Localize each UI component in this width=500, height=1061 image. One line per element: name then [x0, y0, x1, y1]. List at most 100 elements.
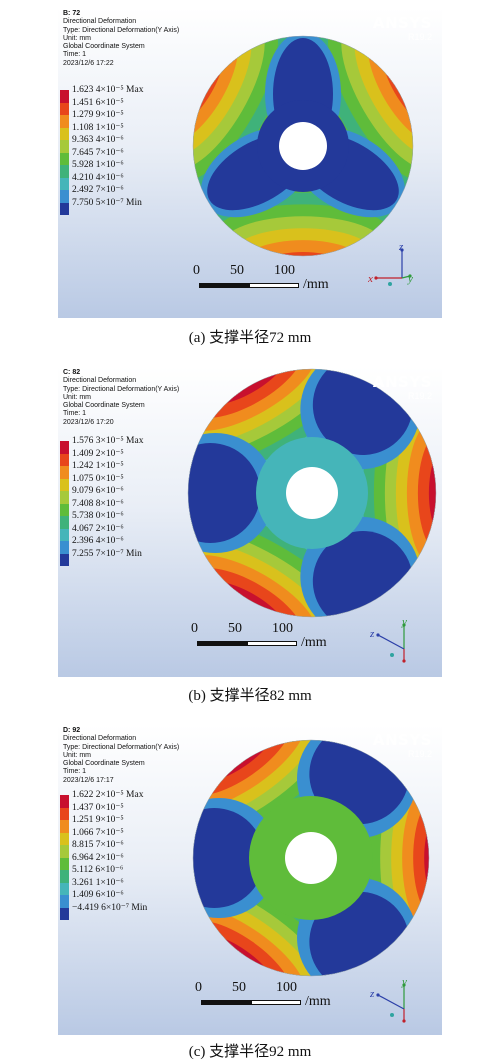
scale-bar-white: [247, 641, 297, 646]
y-axis-label: y: [407, 273, 413, 285]
legend-color-swatch: [60, 857, 69, 870]
legend-color-swatch: [60, 491, 69, 504]
y-axis-label: y: [401, 616, 407, 628]
legend-value-label: 7.750 5×10⁻⁷ Min: [72, 197, 142, 208]
center-hole: [286, 467, 338, 519]
legend-value-label: 1.622 2×10⁻⁵ Max: [72, 790, 144, 800]
contour-band: [424, 806, 429, 910]
x-axis-label: x: [400, 662, 406, 665]
scale-unit: /mm: [305, 994, 331, 1009]
legend-value-label: 4.067 2×10⁻⁶: [72, 523, 124, 534]
legend-value-label: 5.928 1×10⁻⁶: [72, 160, 124, 170]
scale-bar-white: [251, 1000, 301, 1005]
result-subtype: Type: Directional Deformation(Y Axis): [63, 26, 180, 34]
legend-value-label: 1.075 0×10⁻⁵: [72, 473, 124, 484]
scale-bar: 0 50 100/mm: [184, 621, 384, 661]
legend-color-swatch: [60, 102, 69, 115]
y-axis-label: y: [401, 976, 407, 988]
scale-unit: /mm: [301, 635, 327, 650]
legend-value-label: 1.251 9×10⁻⁵: [72, 815, 124, 825]
result-type: Directional Deformation: [63, 735, 137, 743]
scale-bar-black: [201, 1000, 251, 1005]
scale-bar-black: [197, 641, 247, 646]
legend-color-swatch: [60, 503, 69, 516]
scale-bar-white: [249, 283, 299, 288]
legend-value-label: 2.492 7×10⁻⁶: [72, 185, 124, 195]
result-type: Directional Deformation: [63, 18, 137, 26]
contour-band: [230, 228, 376, 256]
legend-color-swatch: [60, 441, 69, 454]
legend-value-label: 1.279 9×10⁻⁵: [72, 110, 124, 120]
result-unit: Unit: mm: [63, 34, 91, 42]
contour-band: [428, 441, 436, 545]
triad-origin-dot: [390, 1013, 394, 1017]
axis-triad-icon: y z x: [369, 975, 420, 1034]
legend-color-swatch: [60, 882, 69, 895]
legend-color-swatch: [60, 870, 69, 883]
legend-value-label: 1.623 4×10⁻⁵ Max: [72, 85, 144, 95]
legend-color-swatch: [60, 140, 69, 153]
center-hole: [285, 832, 337, 884]
legend-value-label: 7.645 7×10⁻⁶: [72, 147, 124, 158]
scale-tick-label: 100: [274, 263, 295, 278]
scale-bar: 0 50 100/mm: [188, 980, 388, 1020]
brand-version: R19.2: [407, 749, 432, 759]
scale-tick-label: 0: [193, 263, 200, 278]
scale-tick-label: 100: [272, 621, 293, 636]
contour-band: [402, 784, 429, 932]
scale-bar-black: [199, 283, 249, 288]
contour-band: [188, 443, 261, 543]
legend-value-label: 1.409 6×10⁻⁶: [72, 890, 124, 900]
result-panel-b: C: 82 Directional Deformation Type: Dire…: [58, 367, 442, 677]
result-label: B: 72: [63, 10, 81, 17]
result-subtype: Type: Directional Deformation(Y Axis): [63, 385, 180, 393]
deformation-contour-plot: [187, 368, 437, 618]
brand-name: ANSYS: [372, 14, 432, 32]
legend-value-label: 7.255 7×10⁻⁷ Min: [72, 548, 142, 559]
result-label: D: 92: [63, 727, 81, 734]
legend-value-label: 1.437 0×10⁻⁵: [72, 802, 124, 813]
result-unit: Unit: mm: [63, 393, 91, 401]
result-panel-c: D: 92 Directional Deformation Type: Dire…: [58, 725, 442, 1035]
z-axis-label: z: [370, 988, 375, 1000]
legend-color-swatch: [60, 466, 69, 479]
legend-value-label: 1.576 3×10⁻⁵ Max: [72, 436, 144, 446]
legend-color-swatch: [60, 127, 69, 140]
triad-origin-dot: [390, 653, 394, 657]
z-axis-arrow: [377, 634, 405, 650]
scale-tick-label: 50: [232, 980, 246, 995]
scale-tick-label: 0: [195, 980, 202, 995]
legend-color-swatch: [60, 190, 69, 203]
legend-value-label: 4.210 4×10⁻⁶: [72, 172, 124, 183]
scale-unit: /mm: [303, 277, 329, 292]
legend-value-label: 3.261 1×10⁻⁶: [72, 877, 124, 888]
legend-color-swatch: [60, 541, 69, 554]
legend-color-swatch: [60, 795, 69, 808]
result-panel-a: B: 72 Directional Deformation Type: Dire…: [58, 8, 442, 318]
legend-value-label: 1.451 6×10⁻⁵: [72, 97, 124, 108]
legend-value-label: 5.738 0×10⁻⁶: [72, 511, 124, 521]
legend-value-label: 5.112 6×10⁻⁶: [72, 865, 124, 875]
legend-color-swatch: [60, 895, 69, 908]
scale-tick-label: 0: [191, 621, 198, 636]
center-hole: [279, 122, 327, 170]
result-info-block: C: 82 Directional Deformation Type: Dire…: [63, 369, 179, 427]
legend-color-swatch: [60, 202, 69, 215]
legend-color-swatch: [60, 845, 69, 858]
result-time: Time: 1: [63, 51, 87, 59]
scale-tick-label: 100: [276, 980, 297, 995]
brand-version: R19.2: [407, 391, 432, 401]
z-axis-label: z: [398, 244, 404, 253]
caption-c: (c) 支撑半径92 mm: [188, 1044, 312, 1060]
result-subtype: Type: Directional Deformation(Y Axis): [63, 743, 180, 751]
legend-color-swatch: [60, 528, 69, 541]
result-type: Directional Deformation: [63, 377, 137, 385]
legend-value-label: 2.396 4×10⁻⁶: [72, 536, 124, 546]
legend-value-label: 8.815 7×10⁻⁶: [72, 840, 124, 850]
legend-color-swatch: [60, 832, 69, 845]
result-time: Time: 1: [63, 410, 87, 418]
result-unit: Unit: mm: [63, 751, 91, 759]
result-date: 2023/12/6 17:17: [63, 776, 114, 784]
legend-value-label: 9.363 4×10⁻⁶: [72, 135, 124, 145]
triad-origin-dot: [388, 282, 392, 286]
